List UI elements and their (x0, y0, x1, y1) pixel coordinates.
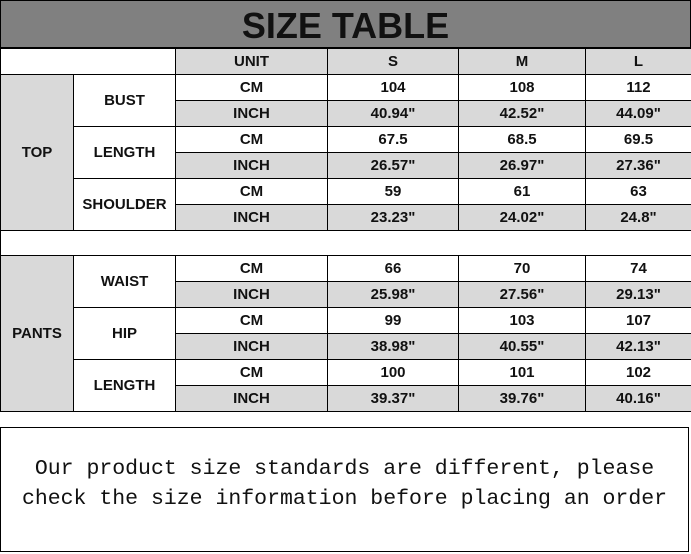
table-row: SHOULDER CM 59 61 63 (1, 178, 691, 231)
value-cell: 100 (327, 359, 459, 386)
table-row: HIP CM 99 103 107 (1, 307, 691, 360)
value-cell: 27.36" (585, 152, 691, 179)
table-row: LENGTH CM 100 101 102 (1, 359, 691, 412)
measure-name: LENGTH (73, 359, 176, 412)
value-cell: 39.37" (327, 385, 459, 412)
value-cell: 44.09" (585, 100, 691, 127)
header-blank (0, 48, 176, 75)
table-row: TOP BUST CM 104 108 112 (0, 74, 691, 231)
table-row: LENGTH CM 67.5 68.5 69.5 (1, 126, 691, 179)
header-size-s: S (327, 48, 459, 75)
value-cell: 24.02" (458, 204, 586, 231)
value-cell: 108 (458, 74, 586, 101)
value-cell: 63 (585, 178, 691, 205)
value-cell: 23.23" (327, 204, 459, 231)
value-cell: 38.98" (327, 333, 459, 360)
unit-cell: CM (175, 126, 328, 153)
unit-cell: INCH (175, 385, 328, 412)
unit-cell: INCH (175, 100, 328, 127)
page-title: SIZE TABLE (0, 0, 691, 49)
table-row: INCH 23.23" 24.02" 24.8" (1, 204, 691, 231)
measure-name: HIP (73, 307, 176, 360)
top-category: TOP (0, 74, 74, 231)
value-cell: 70 (458, 255, 586, 282)
value-cell: 74 (585, 255, 691, 282)
unit-cell: CM (175, 74, 328, 101)
value-cell: 104 (327, 74, 459, 101)
measure-name: SHOULDER (73, 178, 176, 231)
value-cell: 67.5 (327, 126, 459, 153)
value-cell: 40.16" (585, 385, 691, 412)
measure-name: LENGTH (73, 126, 176, 179)
value-cell: 39.76" (458, 385, 586, 412)
unit-cell: CM (175, 359, 328, 386)
size-table: UNIT S M L TOP BUST CM 104 108 112 INCH 40.94" 4… (0, 48, 691, 412)
value-cell: 59 (327, 178, 459, 205)
value-cell: 99 (327, 307, 459, 334)
note-line-1: Our product size standards are different… (34, 457, 655, 481)
value-cell: 42.13" (585, 333, 691, 360)
unit-cell: INCH (175, 204, 328, 231)
unit-cell: INCH (175, 333, 328, 360)
unit-cell: INCH (175, 281, 328, 308)
value-cell: 40.94" (327, 100, 459, 127)
table-row: INCH 25.98" 27.56" 29.13" (1, 281, 691, 308)
measure-name: WAIST (73, 255, 176, 308)
value-cell: 27.56" (458, 281, 586, 308)
table-row: PANTS WAIST CM 66 70 74 (0, 255, 691, 412)
value-cell: 102 (585, 359, 691, 386)
value-cell: 26.57" (327, 152, 459, 179)
value-cell: 26.97" (458, 152, 586, 179)
value-cell: 29.13" (585, 281, 691, 308)
value-cell: 42.52" (458, 100, 586, 127)
value-cell: 107 (585, 307, 691, 334)
value-cell: 68.5 (458, 126, 586, 153)
table-row: INCH 26.57" 26.97" 27.36" (1, 152, 691, 179)
spacer-cell (0, 230, 691, 256)
value-cell: 24.8" (585, 204, 691, 231)
header-row: UNIT S M L (0, 48, 691, 75)
header-size-l: L (585, 48, 691, 75)
pants-category: PANTS (0, 255, 74, 412)
value-cell: 66 (327, 255, 459, 282)
value-cell: 61 (458, 178, 586, 205)
unit-cell: CM (175, 178, 328, 205)
value-cell: 40.55" (458, 333, 586, 360)
spacer-row (0, 230, 691, 256)
note-line-2: check the size information before placin… (21, 487, 668, 511)
header-size-m: M (458, 48, 586, 75)
unit-cell: INCH (175, 152, 328, 179)
value-cell: 112 (585, 74, 691, 101)
table-row: INCH 40.94" 42.52" 44.09" (1, 100, 691, 127)
value-cell: 101 (458, 359, 586, 386)
unit-cell: CM (175, 307, 328, 334)
unit-cell: CM (175, 255, 328, 282)
value-cell: 25.98" (327, 281, 459, 308)
measure-name: BUST (73, 74, 176, 127)
value-cell: 103 (458, 307, 586, 334)
table-row: INCH 39.37" 39.76" 40.16" (1, 385, 691, 412)
header-unit: UNIT (175, 48, 328, 75)
value-cell: 69.5 (585, 126, 691, 153)
size-note: Our product size standards are different… (0, 427, 689, 552)
